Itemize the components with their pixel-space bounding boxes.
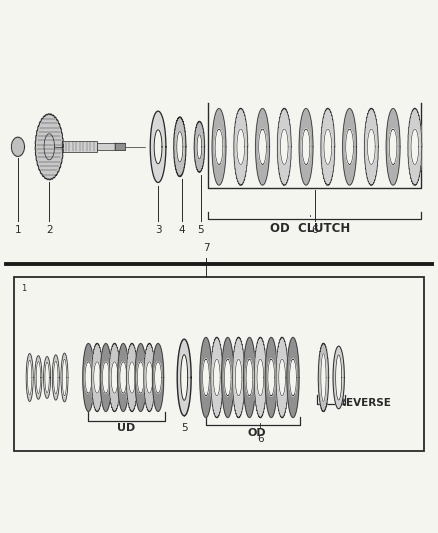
Polygon shape	[26, 353, 33, 401]
Polygon shape	[233, 337, 245, 418]
Polygon shape	[333, 346, 344, 409]
Polygon shape	[321, 108, 335, 185]
Polygon shape	[117, 344, 129, 411]
Polygon shape	[150, 111, 166, 182]
Polygon shape	[280, 129, 288, 165]
Polygon shape	[197, 135, 202, 159]
Polygon shape	[36, 361, 41, 393]
Polygon shape	[215, 129, 223, 165]
Polygon shape	[246, 359, 253, 396]
Polygon shape	[386, 109, 400, 185]
Text: 7: 7	[203, 244, 209, 254]
Polygon shape	[408, 108, 422, 185]
Polygon shape	[213, 359, 220, 396]
Text: OD: OD	[248, 427, 266, 438]
Polygon shape	[287, 337, 299, 417]
Polygon shape	[268, 359, 275, 396]
Text: 5: 5	[181, 423, 187, 433]
Text: 1: 1	[14, 225, 21, 235]
Polygon shape	[177, 339, 191, 416]
Polygon shape	[259, 129, 266, 165]
Polygon shape	[324, 129, 332, 165]
Text: 6: 6	[311, 225, 318, 235]
Polygon shape	[174, 117, 186, 177]
Polygon shape	[100, 344, 112, 411]
Text: 6: 6	[257, 434, 264, 444]
Polygon shape	[302, 129, 310, 165]
Polygon shape	[318, 343, 329, 411]
Polygon shape	[146, 362, 153, 393]
Polygon shape	[53, 361, 58, 394]
Polygon shape	[120, 362, 127, 393]
Polygon shape	[45, 362, 49, 393]
Polygon shape	[94, 362, 101, 393]
Polygon shape	[111, 362, 118, 393]
Polygon shape	[152, 344, 164, 411]
Bar	[97, 143, 125, 150]
Text: 2: 2	[46, 225, 53, 235]
Polygon shape	[279, 359, 286, 396]
Polygon shape	[277, 108, 291, 185]
Polygon shape	[237, 129, 244, 165]
Polygon shape	[109, 343, 120, 412]
Polygon shape	[234, 108, 248, 185]
Polygon shape	[299, 109, 313, 185]
Bar	[62, 141, 97, 152]
Polygon shape	[367, 129, 375, 165]
Polygon shape	[181, 354, 187, 400]
Polygon shape	[83, 344, 94, 411]
Polygon shape	[28, 360, 32, 395]
Polygon shape	[126, 343, 138, 412]
Polygon shape	[92, 343, 103, 412]
Polygon shape	[154, 130, 162, 164]
Polygon shape	[52, 355, 59, 400]
Text: 4: 4	[179, 225, 185, 235]
Polygon shape	[177, 132, 183, 162]
Polygon shape	[290, 359, 297, 396]
Polygon shape	[44, 357, 50, 398]
Polygon shape	[194, 122, 205, 172]
Polygon shape	[11, 137, 25, 157]
Text: UD: UD	[117, 423, 136, 433]
Polygon shape	[144, 343, 155, 412]
Polygon shape	[321, 353, 326, 401]
Polygon shape	[135, 344, 146, 411]
Polygon shape	[265, 337, 277, 417]
Polygon shape	[276, 337, 288, 418]
Text: 5: 5	[198, 225, 204, 235]
Polygon shape	[336, 355, 342, 400]
Polygon shape	[389, 129, 397, 165]
Text: OD  CLUTCH: OD CLUTCH	[270, 222, 350, 235]
Text: REVERSE: REVERSE	[339, 398, 391, 408]
Polygon shape	[35, 114, 64, 180]
Polygon shape	[224, 359, 231, 396]
Bar	[14, 277, 424, 451]
Polygon shape	[212, 109, 226, 185]
Text: 3: 3	[155, 225, 161, 235]
Polygon shape	[129, 362, 135, 393]
Polygon shape	[61, 353, 68, 402]
Polygon shape	[257, 359, 264, 396]
Polygon shape	[254, 337, 266, 418]
Polygon shape	[364, 108, 378, 185]
Polygon shape	[102, 362, 109, 393]
Polygon shape	[35, 356, 42, 399]
Polygon shape	[346, 129, 353, 165]
Polygon shape	[211, 337, 223, 418]
Polygon shape	[202, 359, 209, 396]
Polygon shape	[343, 109, 357, 185]
Polygon shape	[200, 337, 212, 417]
Polygon shape	[85, 362, 92, 393]
Polygon shape	[235, 359, 242, 396]
Polygon shape	[222, 337, 234, 417]
Bar	[115, 143, 125, 150]
Text: 1: 1	[21, 284, 26, 293]
Polygon shape	[255, 109, 269, 185]
Polygon shape	[137, 362, 144, 393]
Polygon shape	[155, 362, 162, 393]
Polygon shape	[411, 129, 419, 165]
Polygon shape	[62, 359, 67, 396]
Polygon shape	[244, 337, 255, 417]
